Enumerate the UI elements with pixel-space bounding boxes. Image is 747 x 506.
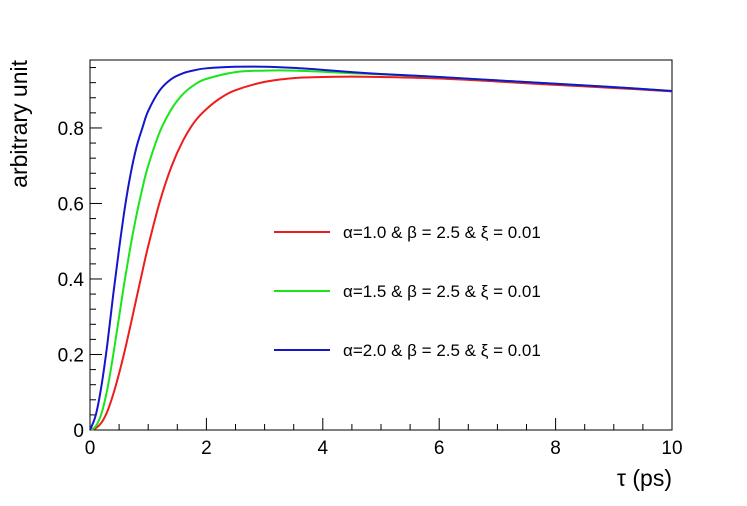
plot-frame (89, 59, 673, 431)
legend: α=1.0 & β = 2.5 & ξ = 0.01 α=1.5 & β = 2.… (274, 223, 541, 360)
y-tick-label: 0.4 (58, 270, 85, 291)
y-tick-label: 0.2 (58, 345, 84, 366)
y-tick-label: 0.6 (58, 194, 84, 215)
y-tick-label: 0.8 (58, 119, 84, 140)
x-tick-label: 8 (550, 438, 561, 459)
x-tick-label: 0 (85, 438, 96, 459)
legend-label-1: α=1.0 & β = 2.5 & ξ = 0.01 (343, 223, 541, 242)
axis-ticks (89, 67, 673, 431)
y-tick-label: 0 (73, 421, 84, 442)
series-lines (89, 65, 673, 431)
x-tick-label: 10 (661, 438, 682, 459)
axis-tick-labels: 0 2 4 6 8 10 0 0.2 0.4 0.6 0.8 (58, 119, 683, 459)
series-line-3 (89, 65, 673, 431)
series-line-2 (89, 69, 673, 431)
x-tick-label: 2 (201, 438, 212, 459)
legend-label-2: α=1.5 & β = 2.5 & ξ = 0.01 (343, 282, 541, 301)
legend-label-3: α=2.0 & β = 2.5 & ξ = 0.01 (343, 341, 541, 360)
x-tick-label: 4 (318, 438, 329, 459)
series-line-1 (89, 75, 673, 431)
x-tick-label: 6 (434, 438, 445, 459)
x-axis-title: τ (ps) (617, 465, 672, 491)
y-axis-title: arbitrary unit (6, 59, 32, 187)
